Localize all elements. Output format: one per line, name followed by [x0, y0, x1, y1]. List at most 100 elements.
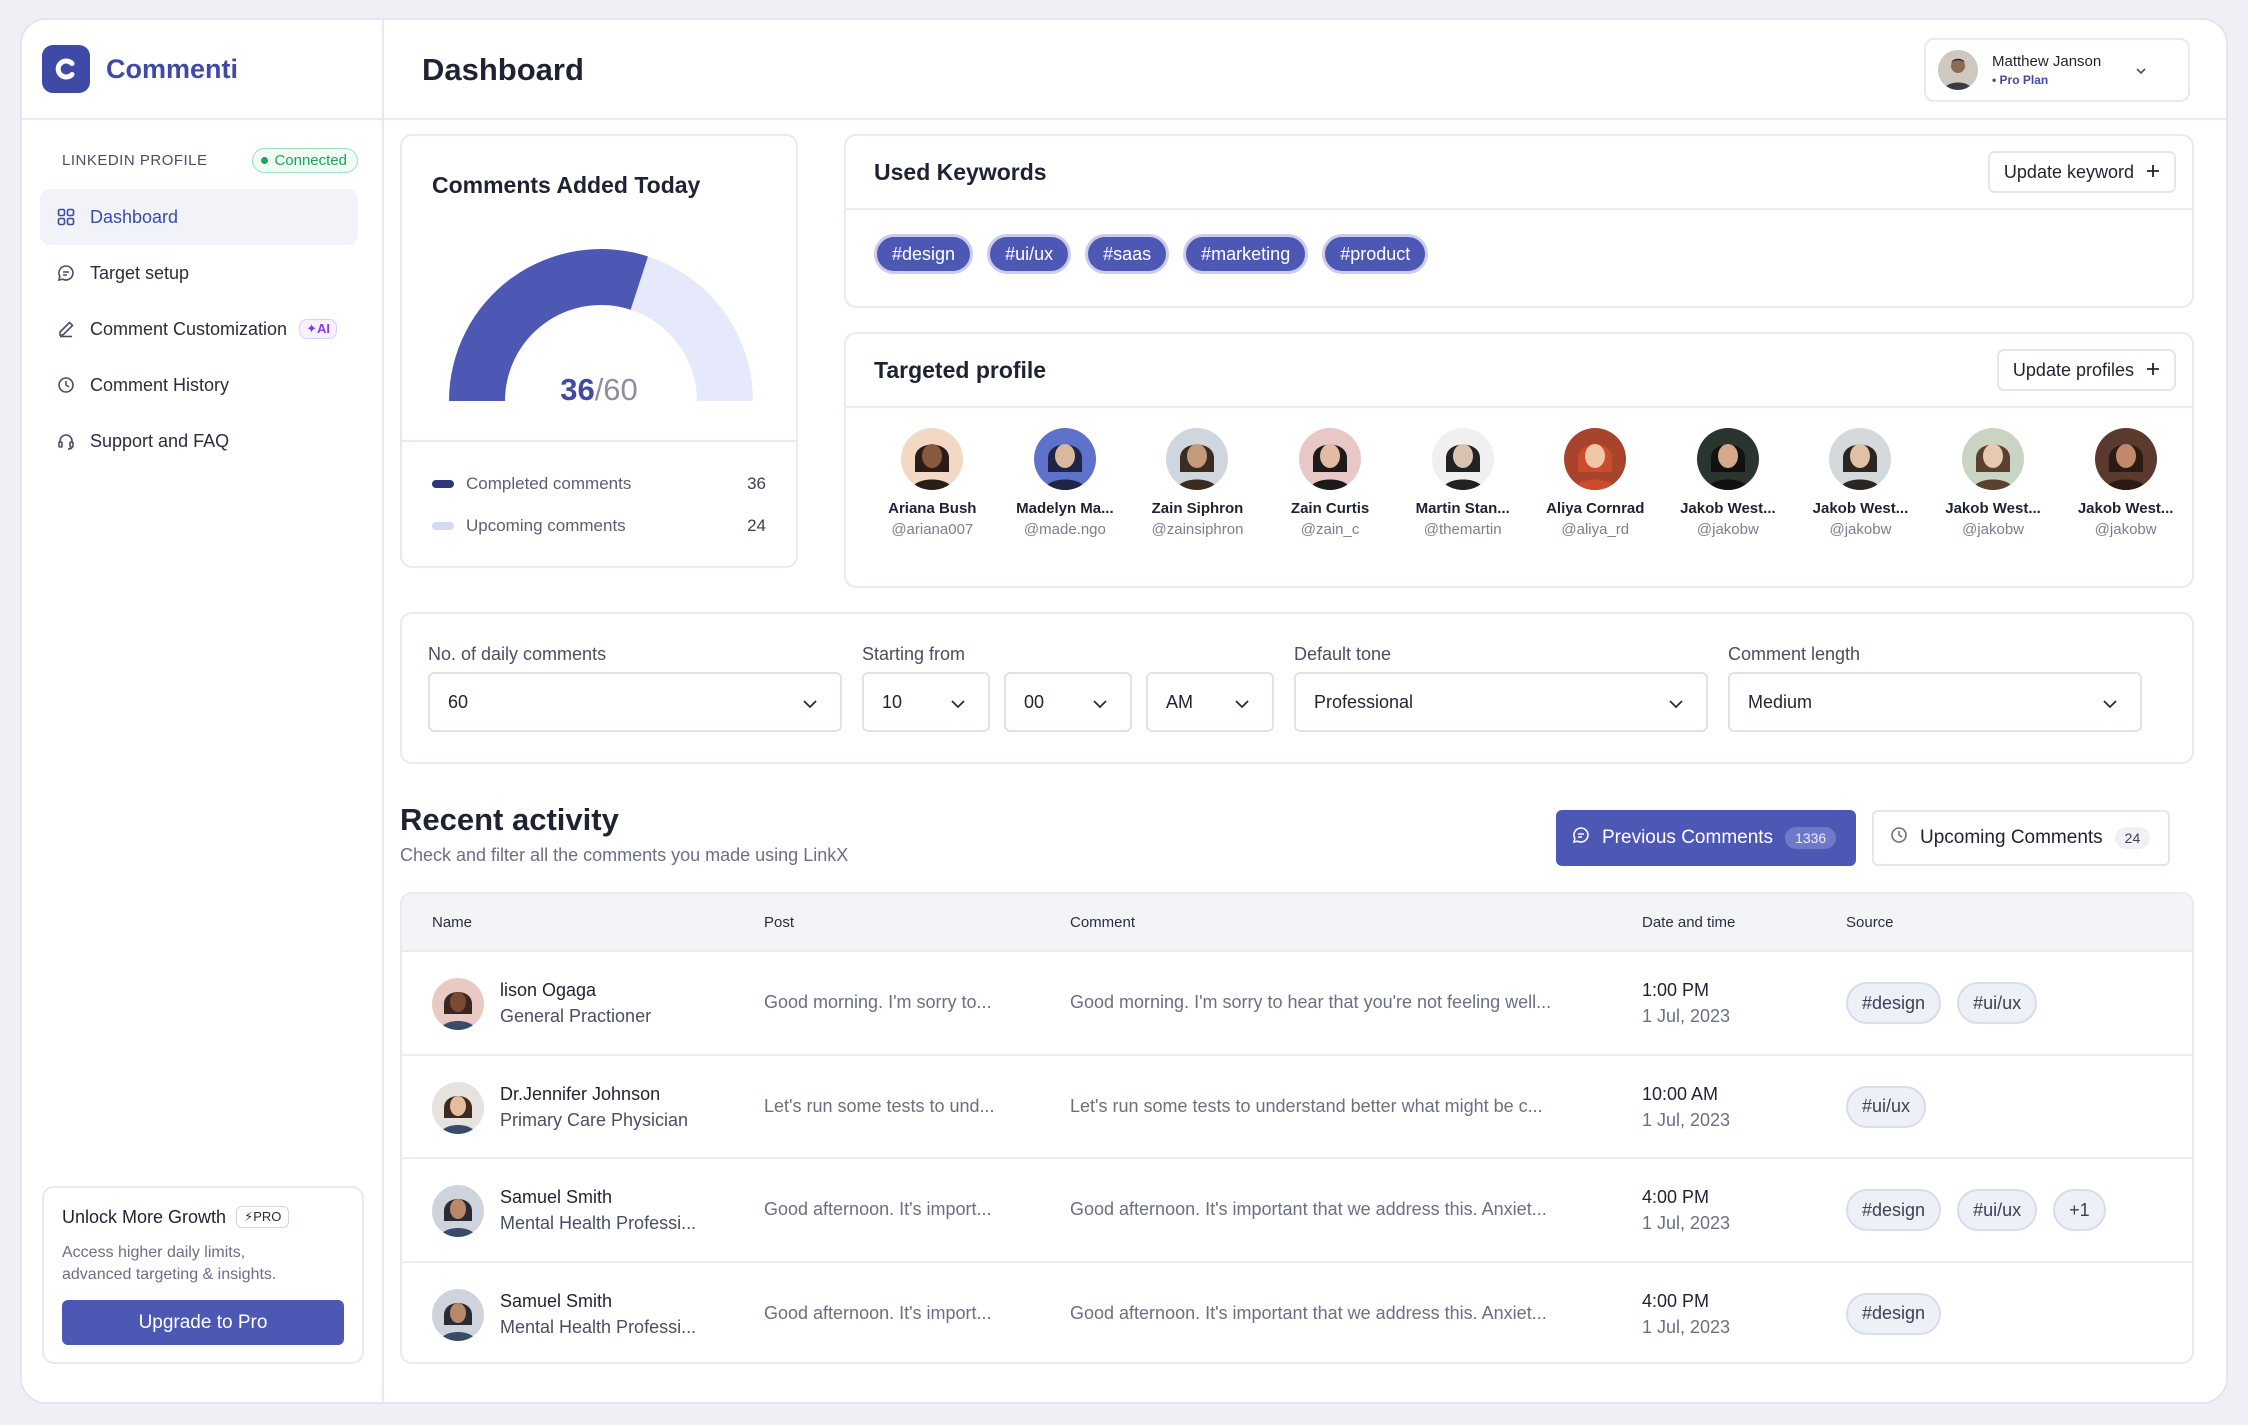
- row-post[interactable]: Good morning. I'm sorry to...: [764, 992, 992, 1012]
- source-tag[interactable]: #ui/ux: [1957, 982, 2038, 1024]
- comment-length-select[interactable]: Medium: [1728, 672, 2142, 732]
- table-row[interactable]: Dr.Jennifer Johnson Primary Care Physici…: [402, 1056, 2192, 1159]
- avatar: [432, 1081, 484, 1134]
- plus-icon: [2146, 360, 2160, 381]
- profile-handle: @jakobw: [2094, 521, 2157, 538]
- row-comment[interactable]: Let's run some tests to understand bette…: [1070, 1095, 1543, 1116]
- sidebar-item-dashboard[interactable]: Dashboard: [40, 189, 358, 245]
- profile-name: Jakob West...: [2077, 500, 2174, 517]
- row-comment[interactable]: Good morning. I'm sorry to hear that you…: [1070, 992, 1552, 1012]
- previous-comments-tab[interactable]: Previous Comments 1336: [1556, 810, 1856, 866]
- table-header: Name Post Comment Date and time Source: [402, 894, 2192, 952]
- row-time: 10:00 AM: [1642, 1083, 1719, 1104]
- ai-badge: ✦AI: [299, 319, 337, 339]
- profile-handle: @ariana007: [891, 521, 974, 538]
- start-hour-select[interactable]: 10: [862, 672, 990, 732]
- table-row[interactable]: lison Ogaga General Practioner Good morn…: [402, 952, 2192, 1056]
- profile-item[interactable]: Martin Stan... @themartin: [1396, 428, 1529, 538]
- column-source[interactable]: Source: [1846, 914, 1894, 931]
- upcoming-comments-tab[interactable]: Upcoming Comments 24: [1872, 810, 2170, 866]
- table-row[interactable]: Samuel Smith Mental Health Professi... G…: [402, 1159, 2192, 1263]
- profile-item[interactable]: Jakob West... @jakobw: [1794, 428, 1927, 538]
- column-name[interactable]: Name: [432, 914, 473, 931]
- keyword-chip[interactable]: #saas: [1085, 234, 1170, 274]
- row-name: lison Ogaga: [500, 980, 597, 1000]
- headset-icon: [56, 431, 76, 451]
- row-post[interactable]: Good afternoon. It's import...: [764, 1302, 992, 1323]
- connected-badge: Connected: [252, 148, 358, 173]
- sidebar-item-comment-customization[interactable]: Comment Customization ✦AI: [40, 301, 358, 357]
- brand-logo-icon[interactable]: [42, 45, 90, 93]
- user-menu[interactable]: Matthew Janson • Pro Plan: [1924, 38, 2190, 102]
- update-profiles-button[interactable]: Update profiles: [1996, 349, 2176, 391]
- profile-name: Zain Curtis: [1290, 500, 1370, 517]
- source-tag[interactable]: #ui/ux: [1846, 1085, 1927, 1128]
- start-minute-select[interactable]: 00: [1004, 672, 1132, 732]
- profile-name: Jakob West...: [1812, 500, 1909, 517]
- pen-icon: [56, 319, 76, 339]
- column-date[interactable]: Date and time: [1642, 914, 1736, 931]
- comments-today-title: Comments Added Today: [432, 172, 701, 198]
- profile-item[interactable]: Zain Siphron @zainsiphron: [1131, 428, 1264, 538]
- row-time: 4:00 PM: [1642, 1290, 1710, 1311]
- row-date: 1 Jul, 2023: [1642, 1006, 1731, 1026]
- profile-item[interactable]: Madelyn Ma... @made.ngo: [999, 428, 1132, 538]
- start-ampm-select[interactable]: AM: [1146, 672, 1274, 732]
- row-name: Samuel Smith: [500, 1290, 613, 1311]
- chevron-down-icon: [1090, 694, 1110, 719]
- row-sources: #design: [1846, 1292, 1942, 1335]
- chevron-down-icon: [2134, 64, 2148, 83]
- column-comment[interactable]: Comment: [1070, 914, 1136, 931]
- profile-handle: @jakobw: [1829, 521, 1892, 538]
- row-name: Dr.Jennifer Johnson: [500, 1083, 661, 1104]
- used-keywords-title: Used Keywords: [874, 158, 1047, 185]
- row-name: Samuel Smith: [500, 1187, 613, 1207]
- chevron-down-icon: [2100, 694, 2120, 719]
- column-post[interactable]: Post: [764, 914, 795, 931]
- sidebar: Commenti LINKEDIN PROFILE Connected Dash…: [22, 20, 384, 1402]
- chat-icon: [56, 263, 76, 283]
- avatar: [1166, 428, 1229, 490]
- daily-comments-select[interactable]: 60: [428, 672, 842, 732]
- row-comment[interactable]: Good afternoon. It's important that we a…: [1070, 1302, 1547, 1323]
- clock-icon: [1890, 826, 1908, 850]
- row-role: General Practioner: [500, 1006, 652, 1026]
- pro-badge: ⚡PRO: [236, 1206, 290, 1228]
- source-tag[interactable]: +1: [2053, 1189, 2106, 1231]
- daily-comments-label: No. of daily comments: [428, 644, 607, 664]
- source-tag[interactable]: #design: [1846, 1292, 1942, 1335]
- recent-activity-subtitle: Check and filter all the comments you ma…: [400, 845, 849, 865]
- profile-item[interactable]: Zain Curtis @zain_c: [1264, 428, 1397, 538]
- keyword-chip[interactable]: #marketing: [1183, 234, 1309, 274]
- default-tone-select[interactable]: Professional: [1294, 672, 1708, 732]
- clock-icon: [56, 375, 76, 395]
- table-row[interactable]: Samuel Smith Mental Health Professi... G…: [402, 1263, 2192, 1363]
- profile-item[interactable]: Aliya Cornrad @aliya_rd: [1529, 428, 1662, 538]
- update-keyword-button[interactable]: Update keyword: [1987, 151, 2176, 193]
- profile-item[interactable]: Jakob West... @jakobw: [2059, 428, 2192, 538]
- profile-item[interactable]: Ariana Bush @ariana007: [866, 428, 999, 538]
- upgrade-to-pro-button[interactable]: Upgrade to Pro: [62, 1300, 344, 1345]
- sidebar-item-support[interactable]: Support and FAQ: [40, 413, 358, 469]
- keyword-chip[interactable]: #ui/ux: [987, 234, 1072, 274]
- sidebar-item-target-setup[interactable]: Target setup: [40, 245, 358, 301]
- keyword-chip[interactable]: #design: [874, 234, 974, 274]
- row-sources: #design #ui/ux +1: [1846, 1189, 2106, 1231]
- source-tag[interactable]: #design: [1846, 1189, 1942, 1231]
- keyword-chip[interactable]: #product: [1322, 234, 1429, 274]
- row-time: 1:00 PM: [1642, 980, 1710, 1000]
- avatar: [1564, 428, 1627, 490]
- source-tag[interactable]: #design: [1846, 982, 1942, 1024]
- user-plan: • Pro Plan: [1992, 73, 2049, 87]
- source-tag[interactable]: #ui/ux: [1957, 1189, 2038, 1231]
- comments-gauge: [449, 249, 753, 401]
- profile-item[interactable]: Jakob West... @jakobw: [1662, 428, 1795, 538]
- row-post[interactable]: Let's run some tests to und...: [764, 1095, 995, 1116]
- profile-handle: @themartin: [1423, 521, 1502, 538]
- row-comment[interactable]: Good afternoon. It's important that we a…: [1070, 1199, 1547, 1219]
- row-post[interactable]: Good afternoon. It's import...: [764, 1199, 992, 1219]
- profile-item[interactable]: Jakob West... @jakobw: [1927, 428, 2060, 538]
- brand-name: Commenti: [106, 53, 239, 84]
- sidebar-item-comment-history[interactable]: Comment History: [40, 357, 358, 413]
- row-role: Mental Health Professi...: [500, 1316, 697, 1337]
